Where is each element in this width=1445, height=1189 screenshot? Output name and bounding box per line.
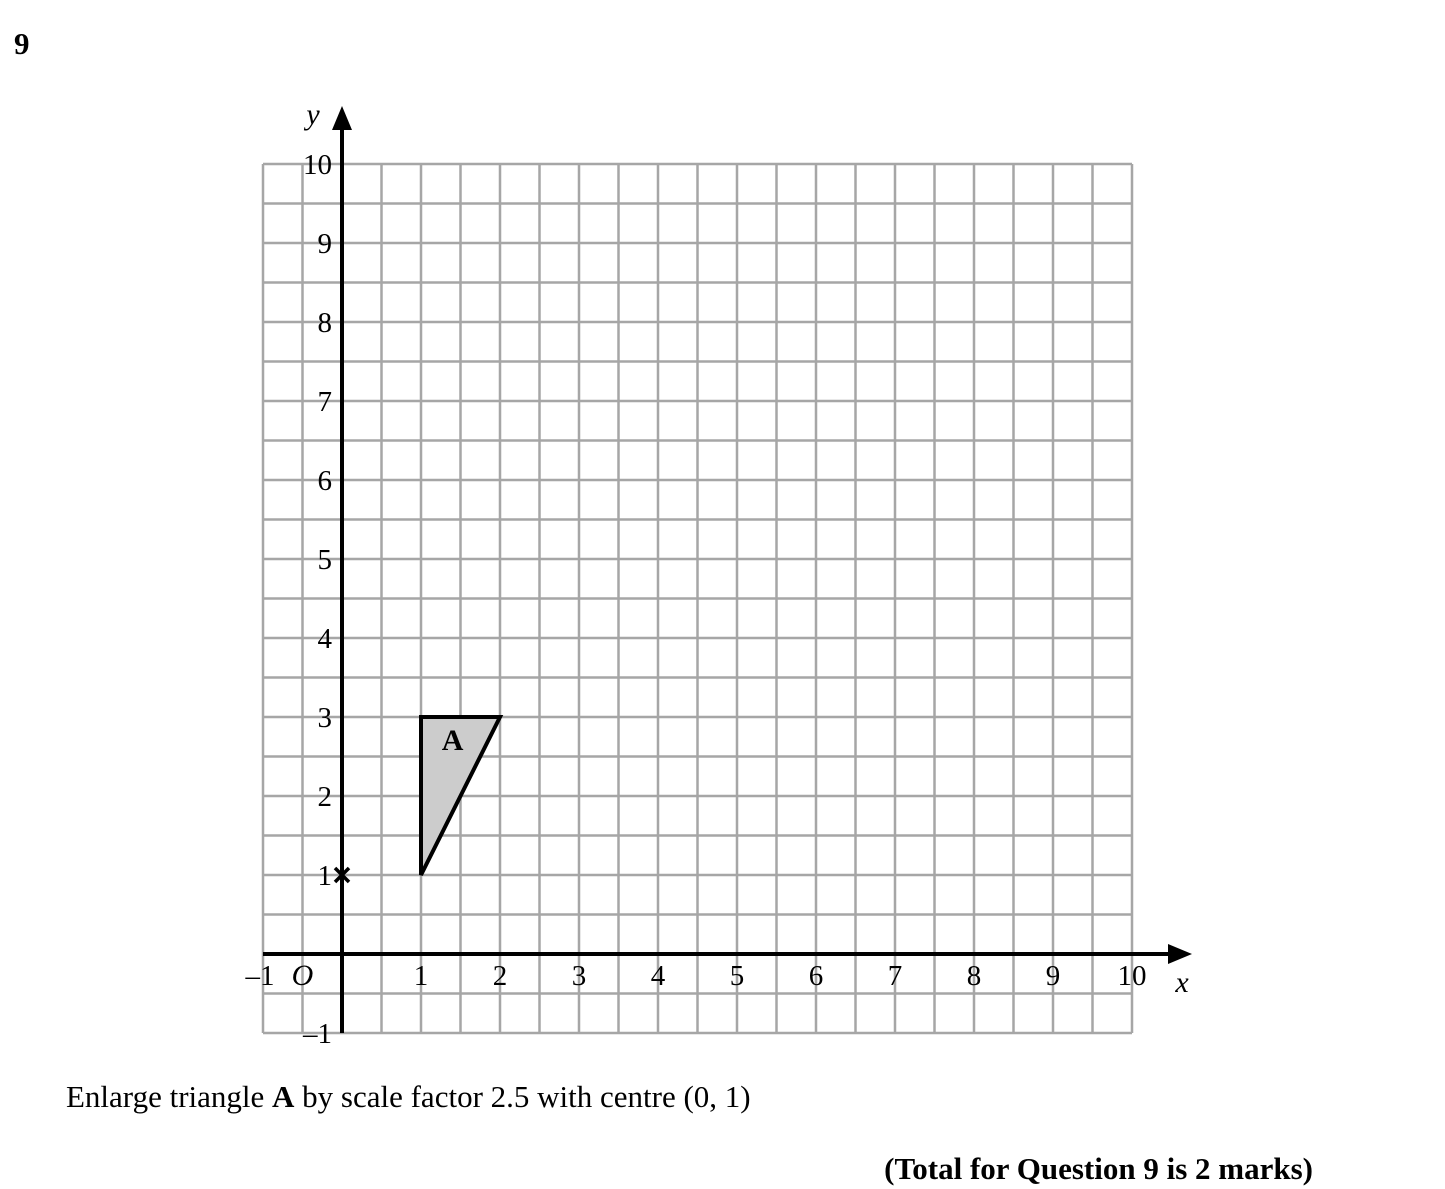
y-tick-label: 2 <box>318 781 333 813</box>
y-tick-label: 10 <box>303 149 332 181</box>
centre-cross-icon <box>333 866 351 884</box>
y-tick-label: 3 <box>318 702 333 734</box>
x-tick-label: 2 <box>493 960 508 992</box>
instruction-shape-name: A <box>272 1079 295 1114</box>
y-axis-arrow-icon <box>332 106 352 130</box>
y-tick-label: 8 <box>318 307 333 339</box>
centre-cross-stroke <box>333 866 351 884</box>
instruction-text-after: by scale factor 2.5 with centre (0, 1) <box>294 1079 751 1114</box>
axes <box>263 106 1192 1033</box>
x-tick-label: 6 <box>809 960 824 992</box>
triangle-a-label: A <box>442 724 464 757</box>
x-tick-label: 3 <box>572 960 587 992</box>
x-axis-arrow-icon <box>1168 944 1192 964</box>
y-tick-label: 4 <box>318 623 333 655</box>
triangle-a <box>419 715 504 876</box>
instruction-text-before: Enlarge triangle <box>66 1079 273 1114</box>
y-tick-label: 7 <box>318 386 333 418</box>
instruction-text: Enlarge triangle A by scale factor 2.5 w… <box>66 1078 751 1115</box>
x-tick-label: 1 <box>414 960 429 992</box>
y-tick-label: 5 <box>318 544 333 576</box>
x-tick-label: 10 <box>1118 960 1147 992</box>
question-number: 9 <box>14 26 30 61</box>
x-tick-label: 9 <box>1046 960 1061 992</box>
x-axis-label: x <box>1174 966 1189 999</box>
y-tick-label: 9 <box>318 228 333 260</box>
origin-label: O <box>292 959 314 992</box>
x-tick-label: 4 <box>651 960 666 992</box>
y-axis-label: y <box>303 98 320 131</box>
total-marks: (Total for Question 9 is 2 marks) <box>884 1151 1313 1186</box>
grid-lines <box>261 162 1134 1035</box>
x-tick-label: 7 <box>888 960 903 992</box>
x-tick-label: 5 <box>730 960 745 992</box>
y-tick-label: 1 <box>318 860 333 892</box>
y-tick-label: 6 <box>318 465 333 497</box>
x-tick-label: –1 <box>245 960 275 992</box>
y-tick-label: –1 <box>302 1018 332 1050</box>
tick-labels: –1 1 2 3 4 5 6 7 8 9 10 –1 1 2 3 4 5 6 7 8 9 10 <box>245 149 1147 1050</box>
x-tick-label: 8 <box>967 960 982 992</box>
